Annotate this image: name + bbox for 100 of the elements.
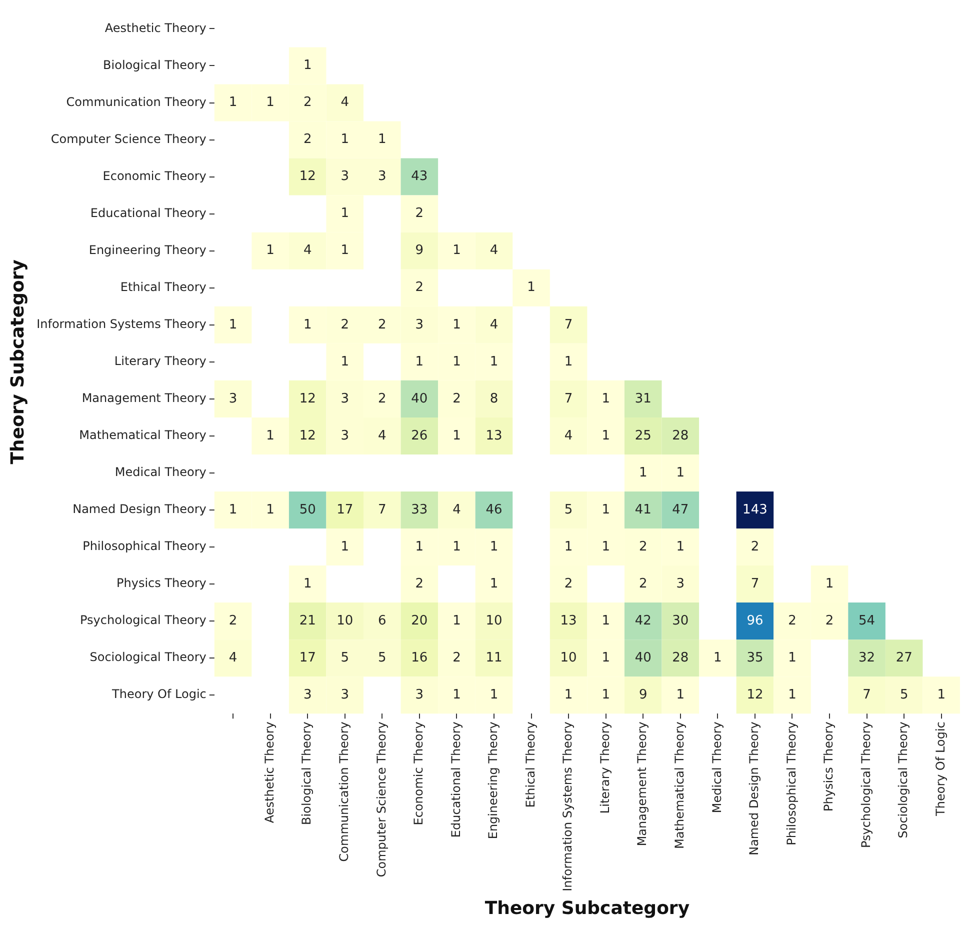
data-label: 2 — [750, 539, 760, 554]
data-label: 1 — [452, 539, 461, 554]
data-label: 1 — [527, 280, 536, 296]
data-label: 1 — [638, 465, 648, 480]
x-tick-label: Information Systems Theory — [560, 722, 575, 892]
data-label: 1 — [602, 428, 610, 444]
data-label: 11 — [486, 650, 502, 666]
x-tick-label: Engineering Theory — [486, 722, 500, 840]
data-label: 1 — [676, 539, 685, 554]
data-label: 3 — [340, 428, 350, 444]
data-label: 50 — [299, 502, 316, 518]
data-label: 1 — [452, 687, 461, 702]
data-label: 1 — [452, 613, 461, 628]
data-label: 1 — [452, 428, 461, 444]
y-tick-label: Mathematical Theory — [79, 428, 206, 442]
x-tick-label: Named Design Theory — [747, 722, 762, 856]
y-tick-label: Communication Theory — [66, 94, 206, 109]
data-label: 2 — [638, 576, 648, 592]
data-label: 1 — [676, 465, 685, 480]
data-label: 3 — [676, 576, 685, 592]
data-label: 10 — [560, 650, 577, 666]
data-label: 46 — [486, 502, 502, 518]
data-label: 40 — [634, 650, 652, 666]
data-label: 2 — [303, 95, 312, 110]
y-tick-label: Economic Theory — [102, 168, 206, 183]
data-label: 143 — [742, 502, 768, 518]
data-label: 28 — [672, 428, 689, 444]
data-label: 13 — [486, 428, 502, 444]
y-tick-label: Computer Science Theory — [50, 132, 206, 146]
data-label: 47 — [672, 502, 689, 518]
x-tick-label: Management Theory — [635, 722, 650, 846]
data-label: 1 — [602, 650, 610, 666]
data-label: 1 — [490, 539, 498, 554]
data-label: 41 — [634, 502, 652, 518]
y-tick-label: Information Systems Theory — [36, 317, 206, 332]
data-label: 1 — [266, 243, 274, 258]
x-tick-label: Psychological Theory — [858, 722, 873, 848]
x-tick-label: Theory Of Logic — [933, 722, 948, 817]
data-label: 3 — [340, 169, 350, 184]
data-label: 1 — [564, 354, 573, 370]
data-label: 1 — [340, 243, 350, 258]
data-label: 2 — [228, 613, 238, 628]
data-label: 2 — [378, 317, 386, 332]
data-label: 28 — [672, 650, 689, 666]
data-label: 1 — [564, 687, 573, 702]
data-label: 7 — [564, 317, 573, 332]
data-label: 3 — [378, 169, 386, 184]
data-label: 1 — [415, 539, 424, 554]
y-tick-label: Theory Of Logic — [111, 687, 206, 702]
y-tick-label: Engineering Theory — [88, 242, 206, 257]
data-label: 3 — [415, 317, 424, 332]
data-label: 32 — [858, 650, 876, 666]
data-label: 40 — [411, 391, 428, 406]
data-label: 5 — [340, 650, 350, 666]
data-label: 5 — [378, 650, 386, 666]
x-tick-label: Educational Theory — [448, 722, 463, 838]
y-tick-label: Medical Theory — [114, 465, 206, 480]
data-label: 10 — [336, 613, 354, 628]
data-label: 33 — [411, 502, 428, 518]
x-tick-label: Computer Science Theory — [374, 722, 388, 878]
data-label: 1 — [452, 354, 461, 370]
data-label: 2 — [340, 317, 350, 332]
y-tick-label: Philosophical Theory — [82, 539, 206, 554]
data-label: 54 — [858, 613, 876, 628]
y-tick-label: Sociological Theory — [90, 650, 206, 664]
data-label: 2 — [638, 539, 648, 554]
x-tick-label: Aesthetic Theory — [262, 722, 276, 824]
y-tick-label: Psychological Theory — [80, 613, 206, 628]
data-label: 5 — [900, 687, 908, 702]
x-tick-label: Sociological Theory — [896, 722, 910, 838]
y-tick-label: Biological Theory — [103, 58, 206, 72]
data-label: 31 — [634, 391, 652, 406]
y-tick-label: Literary Theory — [114, 354, 206, 368]
data-label: 27 — [896, 650, 912, 666]
data-label: 3 — [228, 391, 238, 406]
x-tick-label: Biological Theory — [300, 722, 314, 825]
data-label: 4 — [340, 95, 350, 110]
data-label: 21 — [299, 613, 316, 628]
data-label: 1 — [228, 502, 238, 518]
data-label: 1 — [378, 132, 386, 148]
data-label: 1 — [937, 687, 946, 702]
y-axis-title: Theory Subcategory — [7, 259, 28, 464]
data-label: 12 — [299, 169, 316, 184]
data-label: 2 — [564, 576, 573, 592]
data-label: 1 — [788, 650, 796, 666]
data-label: 1 — [266, 95, 274, 110]
data-label: 96 — [746, 613, 764, 628]
data-label: 13 — [560, 613, 577, 628]
x-tick-label: Medical Theory — [710, 722, 724, 814]
data-label: 26 — [411, 428, 428, 444]
data-label: 10 — [486, 613, 502, 628]
data-label: 1 — [303, 58, 312, 74]
y-tick-label: Named Design Theory — [72, 502, 206, 516]
y-tick-label: Educational Theory — [90, 206, 206, 220]
data-label: 5 — [564, 502, 573, 518]
data-label: 7 — [750, 576, 760, 592]
data-label: 3 — [415, 687, 424, 702]
data-label: 35 — [746, 650, 764, 666]
data-label: 1 — [452, 243, 461, 258]
data-label: 2 — [415, 576, 424, 592]
